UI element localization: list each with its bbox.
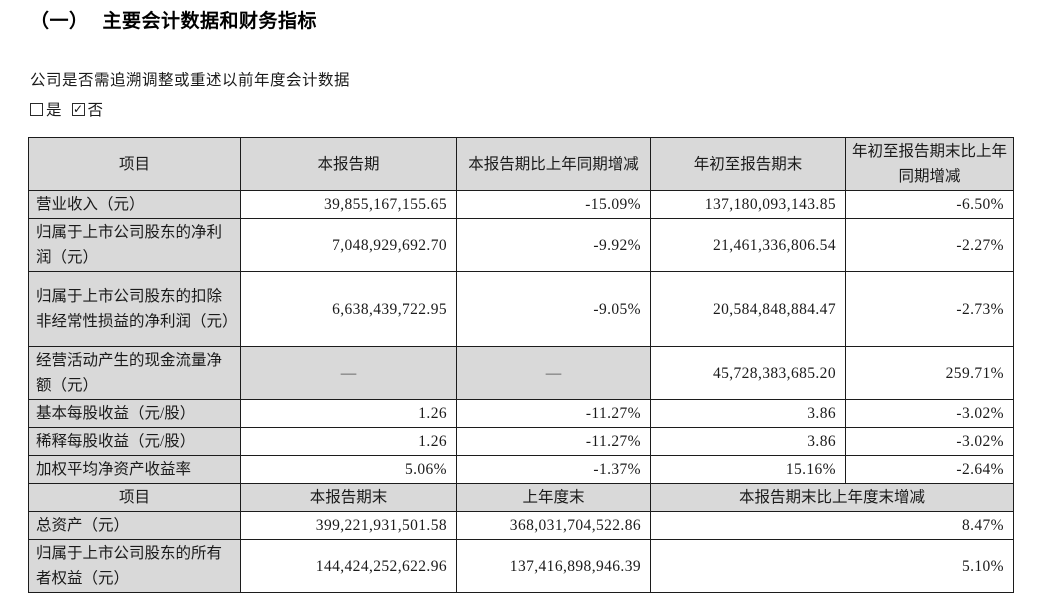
metric-value-dash: — [240, 346, 457, 400]
table-row-net-profit-excl-nonrecurring: 归属于上市公司股东的扣除非经常性损益的净利润（元） 6,638,439,722.… [28, 271, 1014, 347]
metric-value: -11.27% [456, 399, 651, 428]
metric-label: 归属于上市公司股东的扣除非经常性损益的净利润（元） [28, 271, 241, 347]
metric-value: 8.47% [650, 511, 1014, 540]
option-yes-label: 是 [46, 102, 62, 119]
metric-value: -1.37% [456, 455, 651, 484]
metric-value: -3.02% [845, 399, 1014, 428]
header-end-of-period: 本报告期末 [240, 483, 457, 512]
page-title: （一） 主要会计数据和财务指标 [30, 6, 317, 33]
metric-value: 39,855,167,155.65 [240, 190, 457, 219]
metric-value-dash: — [456, 346, 651, 400]
metric-value: 5.10% [650, 539, 1014, 593]
metric-value: -6.50% [845, 190, 1014, 219]
financial-indicators-table: 项目 本报告期 本报告期比上年同期增减 年初至报告期末 年初至报告期末比上年同期… [28, 137, 1014, 593]
table-row-total-assets: 总资产（元） 399,221,931,501.58 368,031,704,52… [28, 511, 1014, 540]
metric-label: 总资产（元） [28, 511, 241, 540]
metric-label: 经营活动产生的现金流量净额（元） [28, 346, 241, 400]
header-ytd-yoy: 年初至报告期末比上年同期增减 [845, 137, 1014, 191]
metric-value: 20,584,848,884.47 [650, 271, 846, 347]
metric-value: 368,031,704,522.86 [456, 511, 651, 540]
metric-value: -2.27% [845, 218, 1014, 272]
section2-header-row: 项目 本报告期末 上年度末 本报告期末比上年度末增减 [28, 483, 1014, 512]
section-number: （一） [30, 11, 89, 32]
metric-value: -3.02% [845, 427, 1014, 456]
option-yes: 是 [30, 98, 62, 120]
header-item: 项目 [28, 137, 241, 191]
metric-label: 加权平均净资产收益率 [28, 455, 241, 484]
table-row-operating-cash-flow: 经营活动产生的现金流量净额（元） — — 45,728,383,685.20 2… [28, 346, 1014, 400]
metric-value: -9.92% [456, 218, 651, 272]
metric-value: -2.73% [845, 271, 1014, 347]
option-no-label: 否 [87, 102, 104, 119]
metric-value: 15.16% [650, 455, 846, 484]
metric-value: 7,048,929,692.70 [240, 218, 457, 272]
table-row-revenue: 营业收入（元） 39,855,167,155.65 -15.09% 137,18… [28, 190, 1014, 219]
metric-value: 5.06% [240, 455, 457, 484]
metric-value: 6,638,439,722.95 [240, 271, 457, 347]
header-ytd: 年初至报告期末 [650, 137, 846, 191]
metric-label: 营业收入（元） [28, 190, 241, 219]
metric-value: 21,461,336,806.54 [650, 218, 846, 272]
metric-label: 稀释每股收益（元/股） [28, 427, 241, 456]
metric-value: 144,424,252,622.96 [240, 539, 457, 593]
table-row-shareholders-equity: 归属于上市公司股东的所有者权益（元） 144,424,252,622.96 13… [28, 539, 1014, 593]
restate-question: 公司是否需追溯调整或重述以前年度会计数据 [30, 72, 351, 89]
table-row-weighted-avg-roe: 加权平均净资产收益率 5.06% -1.37% 15.16% -2.64% [28, 455, 1014, 484]
metric-label: 归属于上市公司股东的净利润（元） [28, 218, 241, 272]
table-row-net-profit: 归属于上市公司股东的净利润（元） 7,048,929,692.70 -9.92%… [28, 218, 1014, 272]
metric-label: 基本每股收益（元/股） [28, 399, 241, 428]
metric-value: -15.09% [456, 190, 651, 219]
metric-value: 399,221,931,501.58 [240, 511, 457, 540]
checkbox-unchecked-icon [30, 102, 43, 116]
header-current-period: 本报告期 [240, 137, 457, 191]
header-period-vs-prior-year-change: 本报告期末比上年度末增减 [650, 483, 1014, 512]
metric-label: 归属于上市公司股东的所有者权益（元） [28, 539, 241, 593]
section1-header-row: 项目 本报告期 本报告期比上年同期增减 年初至报告期末 年初至报告期末比上年同期… [28, 137, 1014, 191]
metric-value: 137,416,898,946.39 [456, 539, 651, 593]
table-row-basic-eps: 基本每股收益（元/股） 1.26 -11.27% 3.86 -3.02% [28, 399, 1014, 428]
header-end-of-prior-year: 上年度末 [456, 483, 651, 512]
metric-value: 1.26 [240, 427, 457, 456]
section-title: 主要会计数据和财务指标 [102, 11, 318, 32]
metric-value: -11.27% [456, 427, 651, 456]
header-item-2: 项目 [28, 483, 241, 512]
checkbox-checked-icon: ✓ [71, 102, 85, 116]
metric-value: 137,180,093,143.85 [650, 190, 846, 219]
metric-value: 3.86 [650, 427, 846, 456]
restate-options: 是 ✓ 否 [30, 98, 103, 120]
metric-value: -9.05% [456, 271, 651, 347]
option-no: ✓ 否 [71, 98, 104, 120]
metric-value: 45,728,383,685.20 [650, 346, 846, 400]
metric-value: 3.86 [650, 399, 846, 428]
metric-value: -2.64% [845, 455, 1014, 484]
header-current-period-yoy: 本报告期比上年同期增减 [456, 137, 651, 191]
metric-value: 1.26 [240, 399, 457, 428]
table-row-diluted-eps: 稀释每股收益（元/股） 1.26 -11.27% 3.86 -3.02% [28, 427, 1014, 456]
metric-value: 259.71% [845, 346, 1014, 400]
